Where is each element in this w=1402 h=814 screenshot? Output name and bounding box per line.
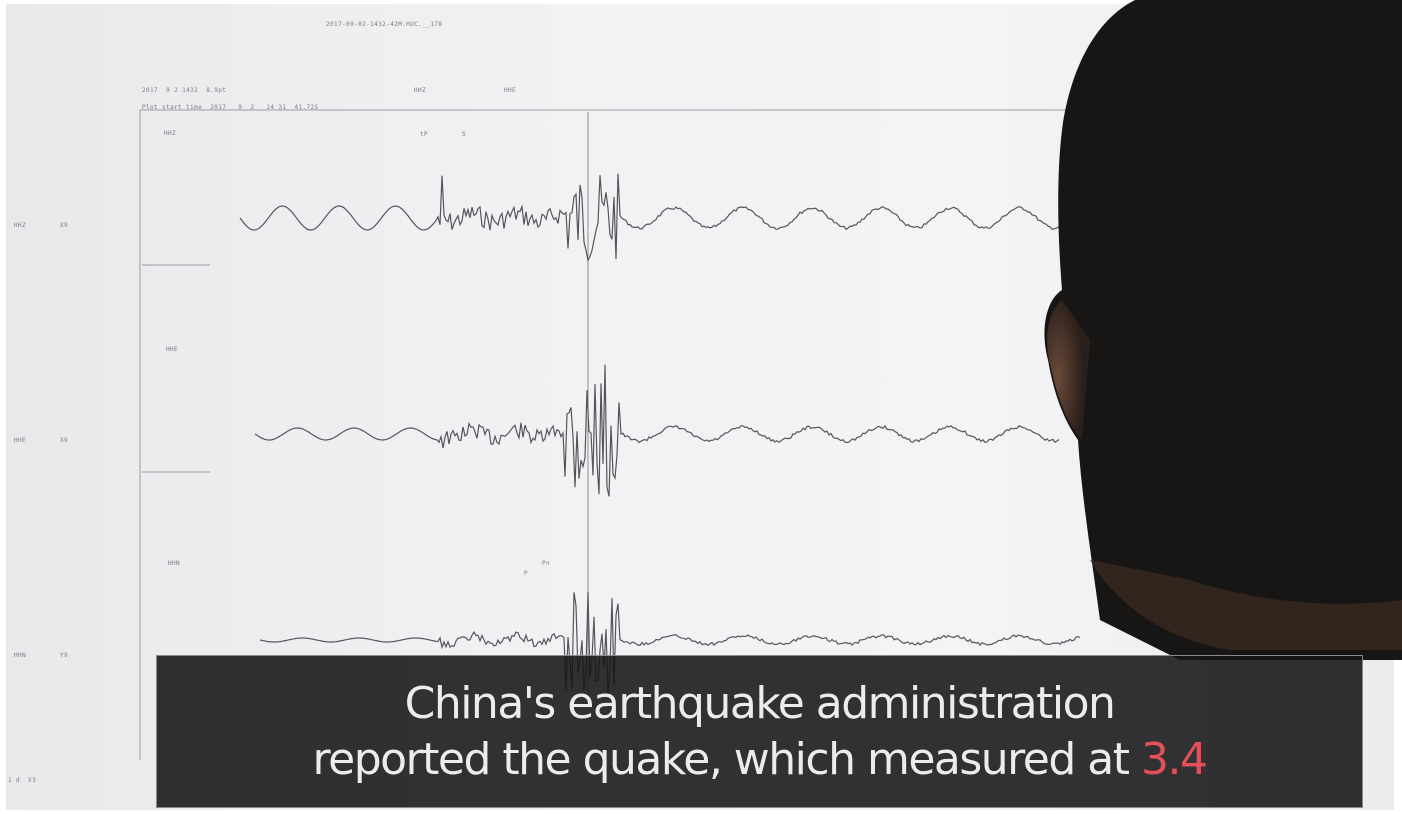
side-label-2a: HHE — [14, 437, 27, 444]
screen-header-col-a: HHZ — [414, 87, 427, 94]
side-label-3a: HHN — [14, 652, 27, 659]
side-label-3b: Y9 — [60, 652, 69, 659]
side-label-1b: X9 — [60, 222, 69, 229]
seismic-trace-1 — [239, 173, 1061, 262]
phase-marker-s: S — [462, 131, 467, 138]
bottom-left-text: 1 d X3 — [8, 777, 37, 784]
side-label-2b: X9 — [60, 437, 69, 444]
station-label-3: HHN — [168, 560, 181, 567]
screen-title-text: 2017-09-02-1432-42M.HUC.__178 — [326, 21, 443, 28]
phase-marker-p3: P — [524, 570, 529, 577]
seismic-trace-2 — [254, 364, 1060, 497]
seismic-trace-3 — [259, 591, 1081, 694]
caption-line-1: China's earthquake administration — [404, 677, 1116, 729]
screen-header-text: 2017 9 2 1432 8.9pt — [142, 87, 227, 94]
station-label-1: HHZ — [164, 130, 177, 137]
magnitude-value: 3.4 — [1141, 733, 1208, 785]
caption-line-2-text: reported the quake, which measured at — [312, 733, 1131, 785]
screen-header-col-b: HHE — [504, 87, 517, 94]
station-label-2: HHE — [166, 346, 179, 353]
phase-marker-s3: Pn — [542, 560, 551, 567]
phase-marker-p: tP — [420, 131, 429, 138]
side-label-1a: HHZ — [14, 222, 27, 229]
caption-box: China's earthquake administration report… — [156, 655, 1363, 808]
plot-start-text: Plot start time 2017 9 2 14 31 41.72S — [142, 104, 319, 111]
caption-line-2: reported the quake, which measured at 3.… — [312, 732, 1208, 788]
